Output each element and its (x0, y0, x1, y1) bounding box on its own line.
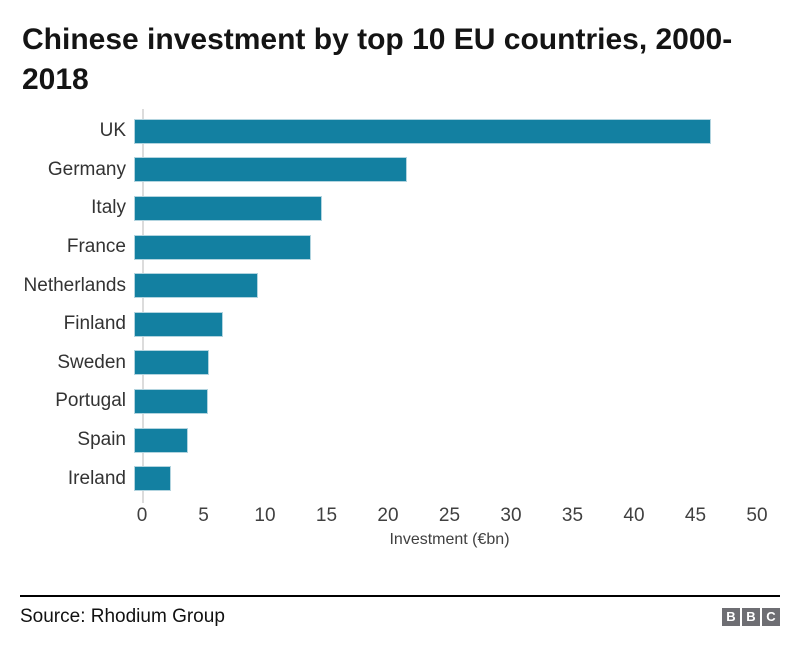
bar-italy (134, 195, 323, 221)
chart-title-line2: 2018 (22, 63, 89, 96)
x-tick-30: 30 (500, 504, 522, 526)
bbc-logo-block-b1: B (722, 607, 740, 626)
bar-track (134, 195, 749, 221)
category-label-finland: Finland (63, 313, 126, 335)
x-axis-label: Investment (€bn) (389, 530, 510, 548)
source-text: Source: Rhodium Group (20, 605, 225, 627)
chart-row: Sweden (0, 344, 757, 383)
bar-germany (134, 157, 408, 183)
bar-netherlands (134, 273, 259, 299)
bar-track (134, 311, 749, 337)
footer: Source: Rhodium Group B B C (20, 594, 780, 628)
chart-row: Finland (0, 305, 757, 344)
chart-title-line1: Chinese investment by top 10 EU countrie… (22, 23, 733, 56)
bbc-logo-block-b2: B (742, 607, 760, 626)
bar-portugal (134, 388, 208, 414)
bar-ireland (134, 466, 171, 492)
bar-track (134, 350, 749, 376)
bar-track (134, 427, 749, 453)
bar-rows: UK Germany Italy France Netherlands Finland Sw… (0, 109, 757, 503)
chart-row: Ireland (0, 459, 757, 498)
bar-track (134, 118, 749, 144)
bar-spain (134, 427, 189, 453)
category-label-ireland: Ireland (67, 467, 126, 489)
x-tick-25: 25 (438, 504, 461, 526)
x-axis-label-wrap: Investment (€bn) (142, 531, 757, 551)
bar-track (134, 273, 749, 299)
category-label-netherlands: Netherlands (23, 274, 126, 296)
category-label-italy: Italy (91, 197, 126, 219)
category-label-portugal: Portugal (55, 390, 126, 412)
x-tick-35: 35 (561, 504, 584, 526)
x-tick-5: 5 (198, 504, 209, 526)
chart-row: Netherlands (0, 266, 757, 305)
bar-chart: UK Germany Italy France Netherlands Finland Sw… (0, 109, 768, 551)
chart-row: Germany (0, 151, 757, 190)
category-label-germany: Germany (47, 158, 126, 180)
chart-row: Portugal (0, 382, 757, 421)
chart-row: France (0, 228, 757, 267)
x-tick-0: 0 (136, 504, 148, 526)
chart-title: Chinese investment by top 10 EU countrie… (22, 20, 778, 100)
category-label-spain: Spain (77, 429, 126, 451)
chart-row: UK (0, 112, 757, 151)
bar-uk (134, 118, 711, 144)
bar-track (134, 234, 749, 260)
bar-france (134, 234, 312, 260)
y-axis-line (142, 109, 144, 503)
x-tick-40: 40 (623, 504, 645, 526)
category-label-france: France (66, 236, 126, 258)
chart-row: Spain (0, 421, 757, 460)
x-tick-10: 10 (254, 504, 276, 526)
x-tick-45: 45 (684, 504, 707, 526)
x-tick-20: 20 (377, 504, 399, 526)
x-tick-15: 15 (315, 504, 338, 526)
bbc-logo: B B C (722, 607, 780, 626)
x-tick-50: 50 (746, 504, 768, 526)
bar-track (134, 157, 749, 183)
bbc-logo-block-c: C (762, 607, 780, 626)
chart-row: Italy (0, 189, 757, 228)
x-axis-ticks: 0 5 10 15 20 25 30 35 40 45 50 (137, 498, 768, 526)
category-label-sweden: Sweden (57, 351, 126, 373)
chart-page: Chinese investment by top 10 EU countrie… (0, 20, 800, 648)
category-label-uk: UK (99, 120, 126, 142)
bar-sweden (134, 350, 210, 376)
bar-track (134, 466, 749, 492)
bar-track (134, 388, 749, 414)
bar-finland (134, 311, 223, 337)
